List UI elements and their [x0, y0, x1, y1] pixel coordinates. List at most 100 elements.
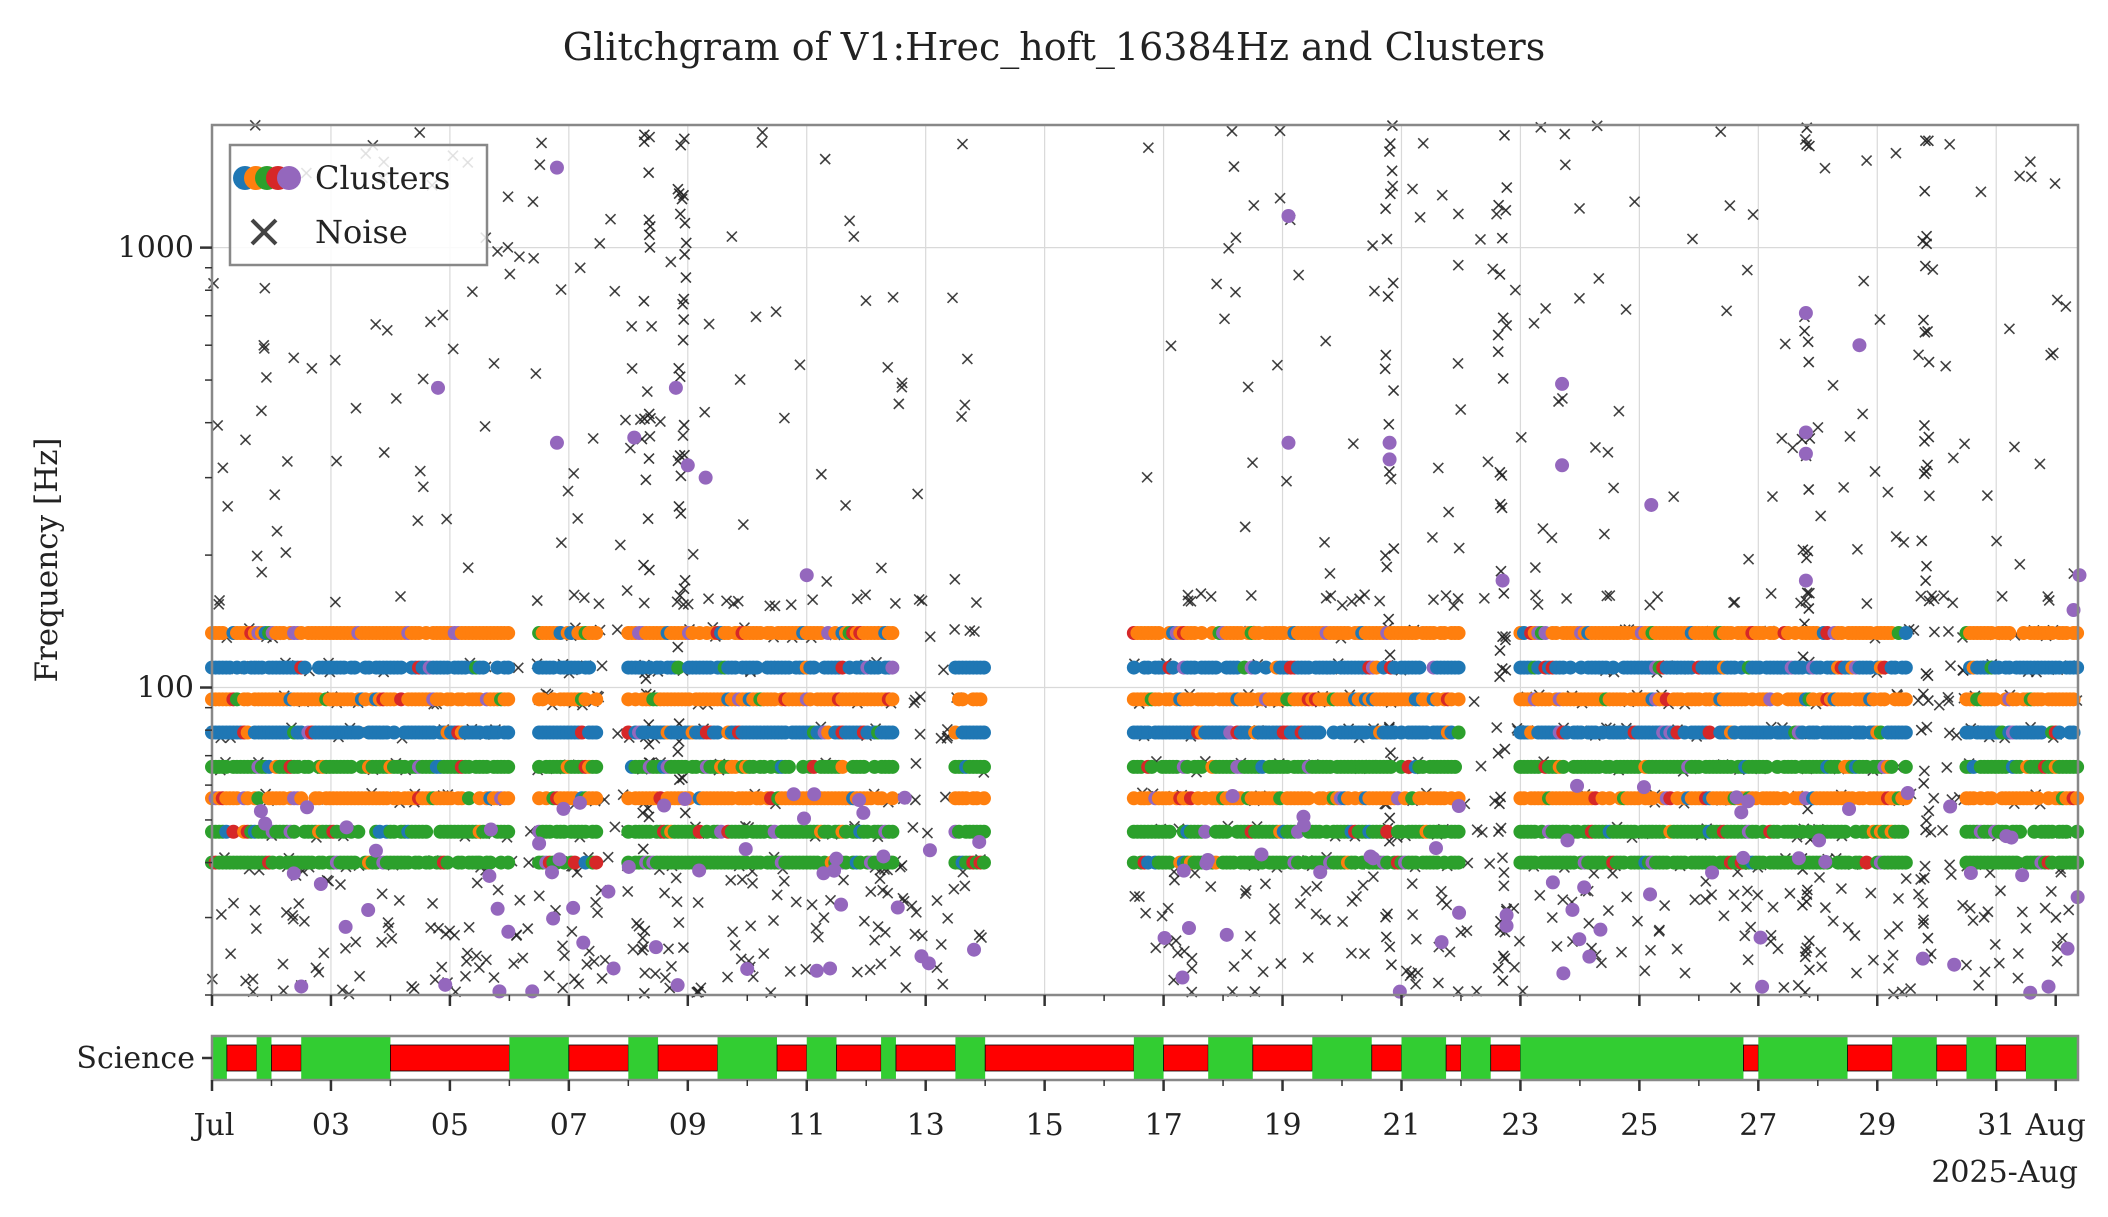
noise-marker	[1476, 826, 1488, 838]
cluster-point	[2002, 626, 2017, 641]
noise-marker	[1379, 911, 1392, 923]
noise-marker	[1497, 372, 1509, 384]
noise-marker	[260, 371, 272, 383]
noise-marker	[596, 660, 608, 672]
noise-marker	[1883, 928, 1895, 940]
noise-marker	[968, 625, 981, 638]
noise-marker	[1812, 421, 1824, 433]
noise-marker	[1300, 885, 1312, 897]
noise-marker	[534, 159, 546, 171]
noise-marker	[1801, 138, 1813, 151]
noise-marker	[562, 485, 574, 497]
noise-marker	[1494, 466, 1506, 478]
cluster-point	[1643, 887, 1658, 902]
cluster-point	[781, 759, 796, 774]
cluster-point	[566, 900, 581, 915]
y-tick-label: 100	[137, 671, 194, 706]
noise-marker	[624, 442, 636, 454]
noise-marker	[1461, 925, 1473, 937]
noise-marker	[769, 600, 781, 612]
cluster-point	[501, 824, 516, 839]
noise-marker	[874, 873, 886, 885]
noise-marker	[935, 732, 947, 744]
noise-marker	[864, 964, 876, 976]
noise-marker	[2012, 972, 2024, 984]
noise-marker	[527, 196, 539, 208]
noise-marker	[250, 923, 262, 935]
science-segment-panel: Science Jul 03 05 07 09 11 13 15 17 19 21 23 25 27 29 3…	[76, 1034, 2086, 1143]
noise-marker	[512, 662, 524, 674]
cluster-point	[1770, 692, 1785, 707]
noise-marker	[1917, 235, 1929, 247]
cluster-point	[1645, 791, 1660, 806]
noise-marker	[1631, 915, 1644, 927]
cluster-point	[1572, 932, 1587, 947]
noise-marker	[1559, 128, 1571, 140]
noise-marker	[1813, 871, 1826, 884]
x-tick-label: 21	[1382, 1108, 1420, 1143]
cluster-point	[1798, 446, 1813, 461]
noise-marker	[1496, 469, 1508, 482]
noise-marker	[1318, 536, 1331, 548]
noise-marker	[1496, 662, 1508, 675]
noise-marker	[1294, 897, 1306, 910]
cluster-point	[546, 911, 561, 926]
cluster-point	[1312, 725, 1327, 740]
noise-marker	[1492, 962, 1504, 974]
noise-marker	[1346, 595, 1358, 607]
noise-marker	[913, 593, 925, 606]
noise-marker	[1435, 885, 1447, 897]
cluster-point	[1838, 824, 1853, 839]
noise-marker	[1537, 523, 1549, 535]
noise-marker	[1165, 340, 1177, 352]
noise-marker	[1257, 966, 1269, 978]
noise-marker	[441, 513, 453, 525]
noise-marker	[350, 402, 362, 414]
noise-marker	[1802, 336, 1814, 348]
noise-marker	[1739, 930, 1751, 942]
noise-marker	[1882, 486, 1894, 498]
noise-marker	[728, 598, 740, 610]
noise-marker	[370, 318, 382, 331]
cluster-point	[680, 458, 695, 473]
noise-marker	[1546, 912, 1558, 924]
noise-marker	[604, 213, 617, 225]
noise-marker	[1947, 597, 1959, 609]
noise-marker	[1765, 587, 1777, 599]
noise-marker	[956, 138, 969, 150]
cluster-point	[749, 660, 764, 675]
noise-marker	[889, 945, 901, 957]
noise-marker	[1497, 312, 1509, 324]
x-tick-label: 23	[1501, 1108, 1539, 1143]
cluster-point	[361, 903, 376, 918]
noise-marker	[2003, 323, 2016, 335]
noise-marker	[1452, 259, 1464, 271]
noise-marker	[1410, 933, 1422, 945]
noise-marker	[1452, 208, 1464, 220]
noise-marker	[1498, 587, 1510, 600]
noise-marker	[1916, 535, 1928, 547]
noise-marker	[1414, 211, 1426, 223]
noise-marker	[848, 230, 860, 243]
noise-marker	[1941, 761, 1953, 773]
noise-marker	[1436, 189, 1448, 201]
cluster-point	[525, 984, 540, 999]
cluster-point	[2030, 791, 2045, 806]
noise-marker	[737, 518, 749, 531]
noise-marker	[581, 958, 593, 971]
noise-marker	[531, 595, 543, 607]
noise-marker	[1842, 921, 1854, 934]
noise-marker	[1274, 125, 1286, 137]
cluster-point	[1582, 949, 1597, 964]
noise-marker	[973, 929, 985, 941]
cluster-point	[710, 725, 725, 740]
noise-marker	[2045, 885, 2057, 898]
cluster-point	[2052, 725, 2067, 740]
noise-marker	[1741, 885, 1753, 897]
noise-marker	[609, 821, 621, 833]
noise-marker	[1947, 452, 1959, 464]
noise-marker	[1978, 911, 1990, 923]
noise-marker	[1861, 597, 1873, 610]
noise-marker	[1162, 902, 1174, 914]
noise-marker	[1689, 894, 1701, 906]
